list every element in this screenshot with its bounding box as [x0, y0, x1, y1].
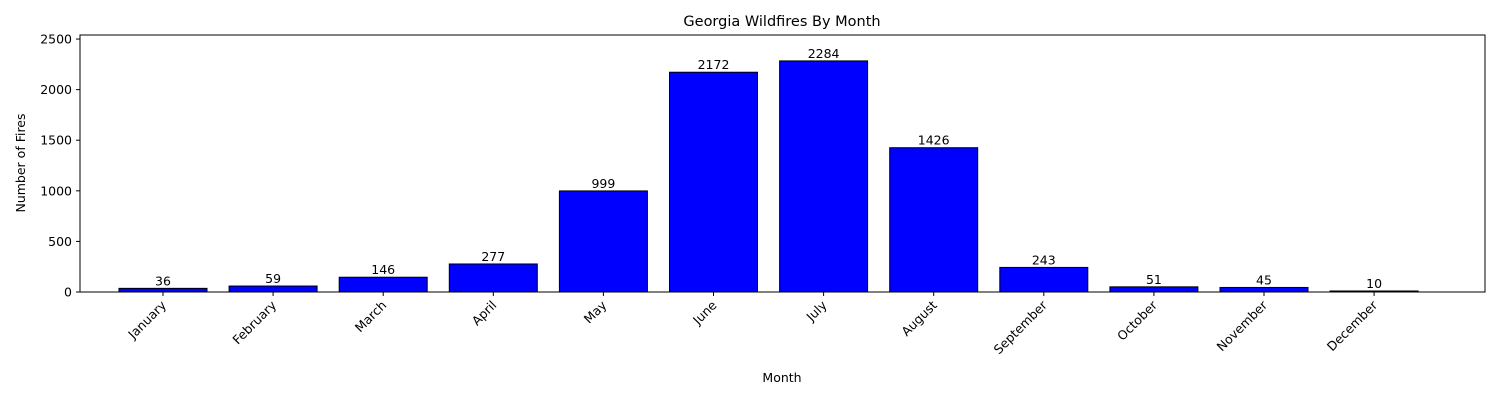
y-tick-label: 1000	[40, 183, 72, 198]
data-labels-group: 36 59 146 277 999 2172 2284 1426 243 51 45 10	[155, 46, 1382, 291]
y-axis-label: Number of Fires	[13, 113, 28, 212]
y-tick-label: 2500	[40, 32, 72, 47]
y-tick-label: 2000	[40, 82, 72, 97]
x-tick-label-july: July	[803, 297, 831, 325]
data-label-november: 45	[1256, 272, 1272, 287]
data-label-july: 2284	[808, 46, 840, 61]
x-tick-label-october: October	[1114, 297, 1161, 344]
x-tick-label-may: May	[581, 297, 610, 326]
x-tick-label-june: June	[689, 297, 720, 328]
x-tick-label-february: February	[229, 297, 279, 347]
data-label-october: 51	[1146, 272, 1162, 287]
bars-group	[118, 60, 1419, 293]
x-tick-label-september: September	[990, 297, 1050, 357]
bar-october	[1109, 286, 1199, 293]
bar-may	[558, 190, 648, 293]
y-tick-label: 500	[48, 234, 72, 249]
x-axis-label: Month	[762, 370, 801, 385]
x-tick-label-march: March	[352, 298, 390, 336]
bar-november	[1219, 286, 1309, 293]
x-axis: January February March April May June July Augu…	[124, 292, 1381, 357]
data-label-march: 146	[371, 262, 395, 277]
x-tick-label-november: November	[1214, 297, 1271, 354]
bar-august	[889, 147, 979, 293]
data-label-may: 999	[591, 176, 615, 191]
data-label-january: 36	[155, 273, 171, 288]
y-tick-label: 1500	[40, 133, 72, 148]
plot-area: 36 59 146 277 999 2172 2284 1426 243 51 45 10	[79, 34, 1486, 293]
bar-february	[228, 285, 318, 293]
x-tick-label-august: August	[898, 297, 940, 339]
data-label-april: 277	[481, 249, 505, 264]
y-axis: 0 500 1000 1500 2000 2500	[40, 32, 80, 300]
data-label-august: 1426	[918, 133, 950, 148]
data-label-february: 59	[265, 271, 281, 286]
bar-july	[779, 60, 869, 293]
x-tick-label-december: December	[1324, 297, 1381, 354]
data-label-september: 243	[1032, 252, 1056, 267]
y-tick-label: 0	[64, 285, 72, 300]
data-label-june: 2172	[698, 57, 730, 72]
x-tick-label-april: April	[469, 298, 500, 329]
x-tick-label-january: January	[124, 297, 169, 342]
data-label-december: 10	[1366, 276, 1382, 291]
bar-january	[118, 287, 208, 293]
chart-title: Georgia Wildfires By Month	[683, 14, 880, 30]
bar-march	[338, 276, 428, 293]
bar-september	[999, 266, 1089, 293]
bar-june	[669, 71, 758, 293]
bar-april	[448, 263, 538, 293]
plot-frame	[79, 34, 1486, 293]
